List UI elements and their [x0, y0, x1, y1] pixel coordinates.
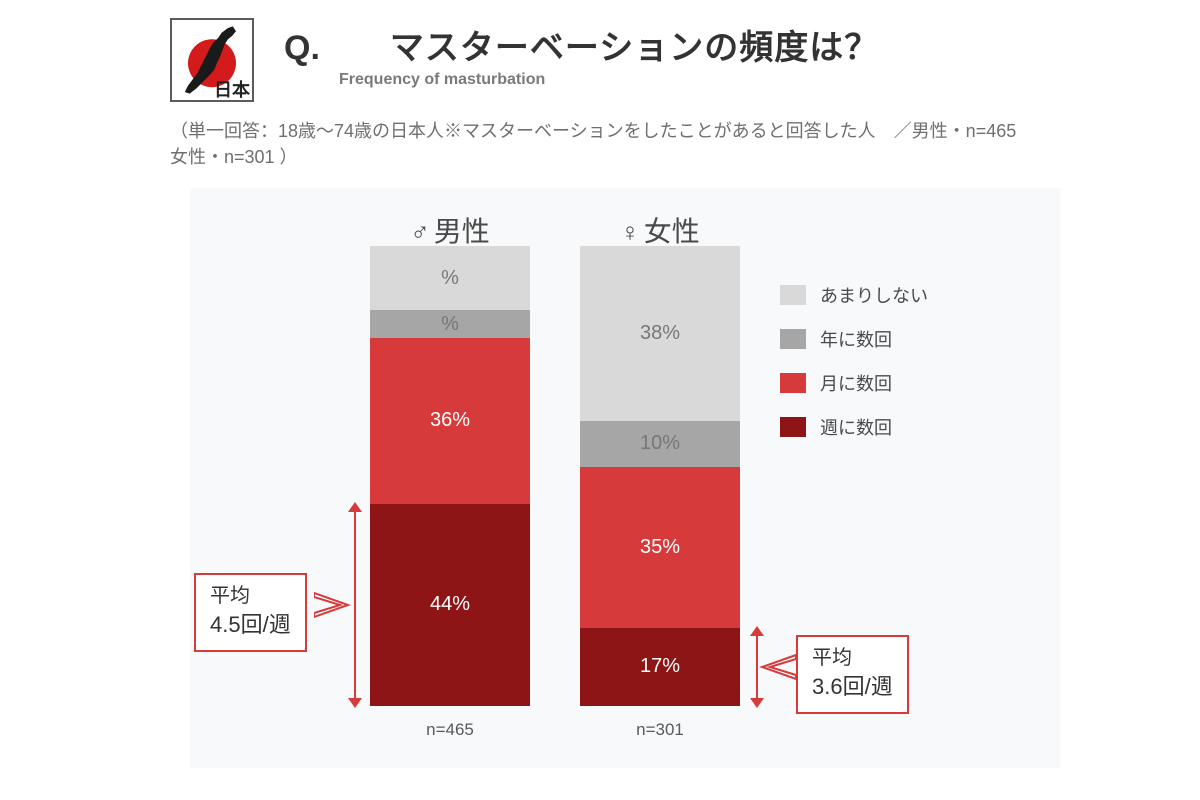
average-callout: 平均3.6回/週 [796, 635, 909, 714]
n-label: n=465 [370, 720, 530, 740]
legend-item: 年に数回 [780, 326, 928, 352]
legend-item: 週に数回 [780, 414, 928, 440]
legend-label: 週に数回 [820, 414, 892, 440]
survey-note: （単一回答：18歳～74歳の日本人※マスターベーションをしたことがあると回答した… [170, 118, 1020, 170]
bar-segment-rarely: % [370, 246, 530, 310]
legend-swatch [780, 417, 806, 437]
column-title: ♂男性 [370, 210, 530, 250]
legend-label: 年に数回 [820, 326, 892, 352]
segment-label: % [441, 267, 459, 290]
segment-label: 36% [430, 409, 470, 432]
gender-symbol-icon: ♂ [410, 217, 430, 247]
gender-symbol-icon: ♀ [620, 217, 640, 247]
bar-segment-weekly: 44% [370, 504, 530, 706]
bar-column-female: ♀女性38%10%35%17%n=301 [580, 246, 740, 706]
legend-swatch [780, 285, 806, 305]
avg-value: 3.6回/週 [812, 674, 893, 699]
column-title: ♀女性 [580, 210, 740, 250]
header: 日本 Q. マスターベーションの頻度は？ Frequency of mastur… [170, 18, 1080, 102]
bar-segment-monthly: 35% [580, 467, 740, 628]
bar-column-male: ♂男性%%36%44%n=465 [370, 246, 530, 706]
avg-label: 平均 [210, 583, 291, 610]
range-arrow-icon [756, 628, 758, 706]
bar-segment-yearly: 10% [580, 421, 740, 467]
bar-segment-weekly: 17% [580, 628, 740, 706]
callout-connector-icon [314, 585, 364, 625]
segment-label: 38% [640, 322, 680, 345]
legend-swatch [780, 373, 806, 393]
question-marker: Q. [284, 29, 320, 68]
avg-label: 平均 [812, 645, 893, 672]
chart-panel: あまりしない年に数回月に数回週に数回 ♂男性%%36%44%n=465平均4.5… [190, 188, 1060, 768]
legend-swatch [780, 329, 806, 349]
question-title-en: Frequency of masturbation [339, 71, 1080, 89]
bar-segment-yearly: % [370, 310, 530, 338]
column-title-text: 女性 [644, 216, 700, 247]
average-callout: 平均4.5回/週 [194, 573, 307, 652]
segment-label: 35% [640, 536, 680, 559]
segment-label: 17% [640, 655, 680, 678]
segment-label: 44% [430, 593, 470, 616]
column-title-text: 男性 [434, 216, 490, 247]
range-arrow-icon [354, 504, 356, 706]
segment-label: % [441, 313, 459, 336]
question-title-jp: マスターベーションの頻度は？ [390, 20, 879, 69]
bar-segment-monthly: 36% [370, 338, 530, 504]
stacked-bar: 38% 10% 35% 17% [580, 246, 740, 706]
legend-item: 月に数回 [780, 370, 928, 396]
legend: あまりしない年に数回月に数回週に数回 [780, 276, 928, 458]
avg-value: 4.5回/週 [210, 612, 291, 637]
n-label: n=301 [580, 720, 740, 740]
flag-japan-icon: 日本 [170, 18, 254, 102]
legend-label: 月に数回 [820, 370, 892, 396]
flag-label: 日本 [214, 76, 250, 102]
bar-segment-rarely: 38% [580, 246, 740, 421]
segment-label: 10% [640, 432, 680, 455]
legend-label: あまりしない [820, 282, 928, 308]
legend-item: あまりしない [780, 282, 928, 308]
stacked-bar: %% 36% 44% [370, 246, 530, 706]
stage: 日本 Q. マスターベーションの頻度は？ Frequency of mastur… [0, 0, 1200, 800]
question-block: Q. マスターベーションの頻度は？ Frequency of masturbat… [284, 18, 1080, 89]
